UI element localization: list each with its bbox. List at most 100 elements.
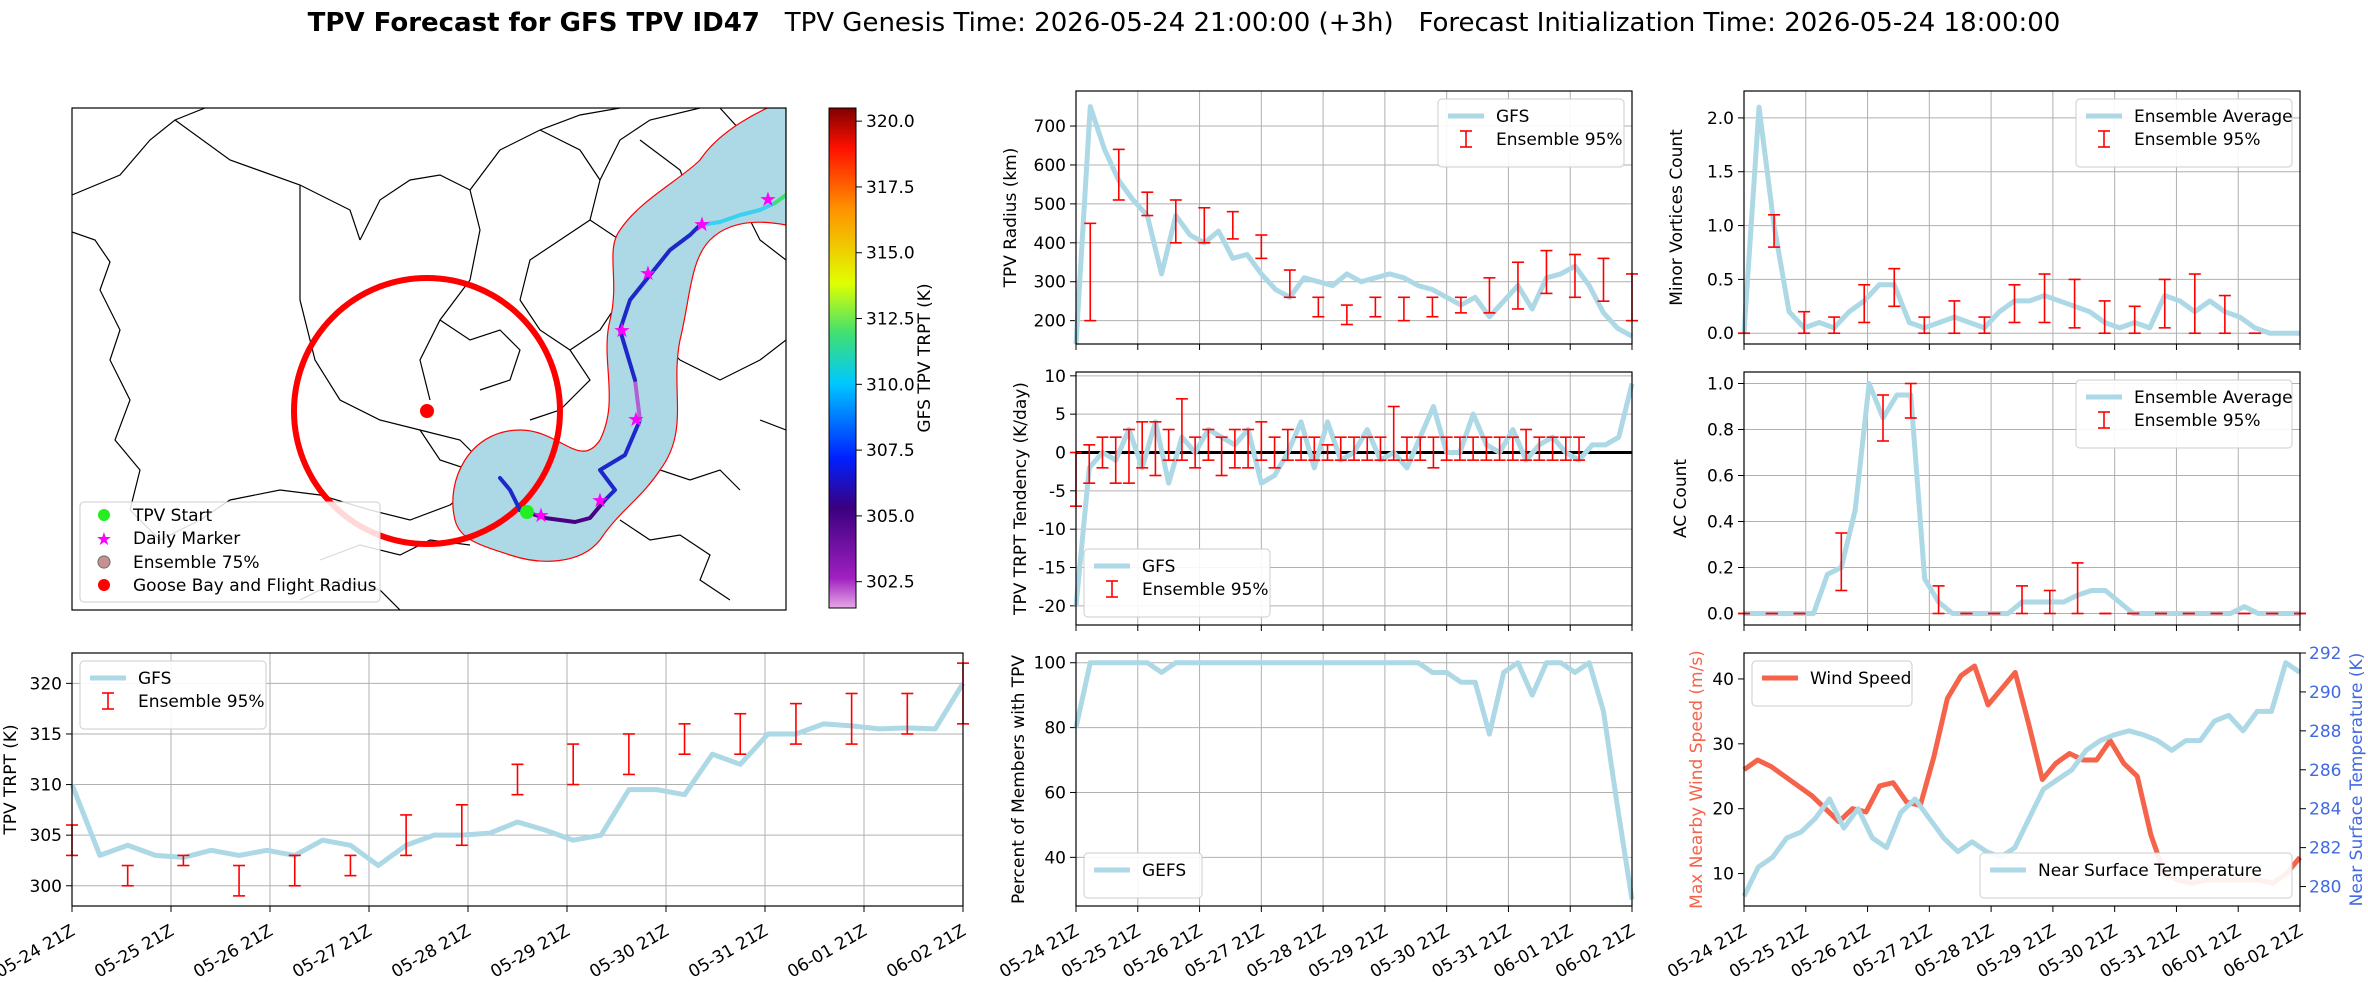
- y-tick-label: 305: [30, 826, 62, 846]
- legend-label: Ensemble Average: [2134, 388, 2293, 408]
- y-tick-label: 310: [30, 776, 62, 796]
- daily-marker: ★: [627, 407, 645, 431]
- map-frame: [71, 107, 787, 611]
- legend-goose-bay: Goose Bay and Flight Radius: [133, 576, 377, 596]
- legend-label: GEFS: [1142, 861, 1186, 881]
- colorbar-tick-label: 315.0: [866, 244, 915, 264]
- map-panel: ★ ★ ★ ★ ★ ★ ★ TPV Start ★ Daily Marker E…: [71, 107, 935, 611]
- legend-label: Ensemble 95%: [1142, 580, 1269, 600]
- daily-marker: ★: [759, 187, 777, 211]
- x-tick-label: 05-29 21Z: [487, 921, 573, 982]
- legend-label: GFS: [1496, 107, 1529, 127]
- colorbar-tick-label: 310.0: [866, 375, 915, 395]
- y-tick-label: -15: [1038, 559, 1066, 579]
- legend-goose-bay-icon: [98, 579, 110, 591]
- legend-box: [1979, 852, 2293, 899]
- y-tick-label: 0.8: [1707, 421, 1734, 441]
- series-line: [1741, 104, 2300, 336]
- tpv-track-segment: [598, 418, 642, 502]
- y-tick-label: 300: [1034, 273, 1066, 293]
- y-tick-label: 0.5: [1707, 270, 1734, 290]
- y-axis-label: AC Count: [1671, 459, 1691, 538]
- legend-tpv-start: TPV Start: [132, 506, 213, 526]
- legend-label: GFS: [1142, 557, 1175, 577]
- legend-label: Near Surface Temperature: [2038, 861, 2262, 881]
- plot-frame: [71, 652, 964, 907]
- tpv-track-segment: [698, 201, 777, 227]
- y-tick-label: 315: [30, 725, 62, 745]
- y-tick-label: 600: [1034, 156, 1066, 176]
- daily-marker: ★: [693, 212, 711, 236]
- x-tick-label: 05-24 21Z: [0, 921, 79, 982]
- figure-title: TPV Forecast for GFS TPV ID47 TPV Genesi…: [308, 8, 2061, 38]
- y-tick-label: -5: [1049, 482, 1066, 502]
- y-tick-label: 0.2: [1707, 559, 1734, 579]
- daily-marker: ★: [532, 503, 550, 527]
- legend-label: Ensemble 95%: [1496, 130, 1623, 150]
- right-y-tick-label: 284: [2309, 800, 2341, 820]
- daily-marker: ★: [613, 318, 631, 342]
- y-tick-label: 1.5: [1707, 163, 1734, 183]
- map-legend-box: [79, 501, 381, 603]
- y-tick-label: 1.0: [1707, 217, 1734, 237]
- x-tick-label: 05-25 21Z: [91, 921, 177, 982]
- plot-frame: [1743, 371, 2301, 626]
- tpv-track-segment: [633, 378, 642, 422]
- x-tick-label: 06-02 21Z: [883, 921, 969, 982]
- y-tick-label: 0.4: [1707, 513, 1734, 533]
- y-tick-label: 200: [1034, 312, 1066, 332]
- y-tick-label: 100: [1034, 654, 1066, 674]
- y-tick-label: 320: [30, 674, 62, 694]
- legend-label: GFS: [138, 669, 171, 689]
- y-tick-label: 5: [1055, 405, 1066, 425]
- y-tick-label: 700: [1034, 117, 1066, 137]
- series-line: [1073, 104, 1634, 345]
- y-tick-label: 80: [1044, 719, 1066, 739]
- y-tick-label: 1.0: [1707, 375, 1734, 395]
- colorbar-tick-label: 307.5: [866, 441, 915, 461]
- right-y-tick-label: 282: [2309, 839, 2341, 859]
- y-tick-label: 10: [1044, 367, 1066, 387]
- tpv-start-marker: [520, 505, 534, 519]
- tpv-track: [498, 193, 786, 524]
- y-tick-label: 0.0: [1707, 605, 1734, 625]
- tpv-track-segment: [518, 498, 607, 524]
- legend-box: [2075, 98, 2293, 168]
- goose-bay-flight-radius: [291, 275, 563, 547]
- y-tick-label: 300: [30, 877, 62, 897]
- x-tick-label: 05-28 21Z: [388, 921, 474, 982]
- right-y-tick-label: 290: [2309, 683, 2341, 703]
- legend-box: [2075, 379, 2293, 449]
- legend-label: Ensemble 95%: [2134, 411, 2261, 431]
- legend-box: [1083, 852, 1203, 899]
- plot-frame: [1075, 371, 1633, 626]
- legend-box: [79, 660, 267, 730]
- legend-daily-marker: Daily Marker: [133, 529, 240, 549]
- x-tick-label: 05-26 21Z: [190, 921, 276, 982]
- legend-label: Ensemble 95%: [2134, 130, 2261, 150]
- legend-ensemble-icon: [97, 555, 111, 569]
- legend-label: Ensemble Average: [2134, 107, 2293, 127]
- trpt-chart: 300 305 310 315 320 05-24 21Z 05-25 21Z 05-26 2…: [0, 652, 970, 982]
- title-rest: TPV Genesis Time: 2026-05-24 21:00:00 (+…: [784, 8, 2061, 38]
- temperature-line: [1741, 660, 2302, 898]
- title-spacer: [760, 8, 785, 38]
- minor-vortices-chart: 0.0 0.5 1.0 1.5 2.0 Minor Vortices Count Ensem…: [1667, 90, 2301, 350]
- plot-frame: [1075, 652, 1633, 907]
- y-axis-label: TPV Radius (km): [1001, 148, 1021, 289]
- plot-frame: [1075, 90, 1633, 345]
- legend-box: [1751, 660, 1913, 707]
- tpv-track-segment: [498, 476, 522, 512]
- y-tick-label: 400: [1034, 234, 1066, 254]
- right-y-tick-label: 292: [2309, 644, 2341, 664]
- goose-bay-marker: [420, 404, 434, 418]
- right-y-tick-label: 280: [2309, 878, 2341, 898]
- series-line: [1073, 660, 1635, 900]
- y-tick-label: 0: [1055, 444, 1066, 464]
- legend-ensemble-75: Ensemble 75%: [133, 553, 260, 573]
- y-axis-label: TPV TRPT (K): [1, 724, 21, 835]
- y-axis-label: Max Nearby Wind Speed (m/s): [1687, 650, 1707, 909]
- plot-frame: [1743, 90, 2301, 345]
